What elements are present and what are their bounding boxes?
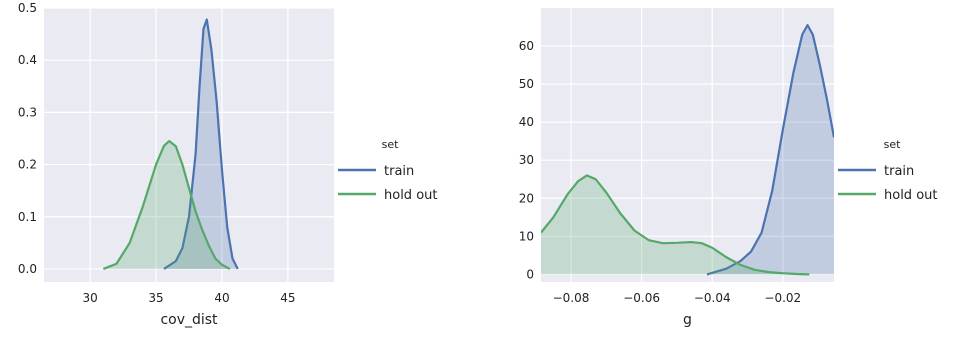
series-fill-hold-out (103, 141, 230, 269)
y-tick-label: 60 (519, 39, 534, 53)
y-tick-label: 20 (519, 191, 534, 205)
y-tick-label: 0 (526, 267, 534, 281)
x-tick-label: −0.04 (694, 291, 731, 305)
legend-entry: hold out (884, 188, 937, 203)
y-tick-label: 10 (519, 229, 534, 243)
y-tick-label: 0.3 (18, 105, 37, 119)
chart-2: −0.08 −0.06 −0.04 −0.02 0 10 20 30 40 50 60 g set tra… (519, 8, 937, 328)
x-tick-label: −0.02 (764, 291, 801, 305)
x-axis-label: g (683, 312, 692, 328)
x-tick-label: 45 (280, 291, 295, 305)
plot-content (541, 24, 834, 276)
plot-content (102, 18, 239, 270)
x-tick-label: 30 (82, 291, 97, 305)
y-tick-label: 0.5 (18, 1, 37, 15)
x-tick-label: −0.06 (623, 291, 660, 305)
plot-area (44, 8, 334, 282)
series-fill-hold-out (541, 175, 810, 275)
y-tick-label: 0.4 (18, 53, 37, 67)
legend: set train hold out (338, 138, 437, 203)
y-tick-label: 0.1 (18, 210, 37, 224)
chart-1: 30 35 40 45 0.0 0.1 0.2 0.3 0.4 0.5 cov_dist set tra… (18, 1, 438, 328)
legend-entry: train (884, 164, 914, 179)
y-tick-label: 50 (519, 77, 534, 91)
y-tick-label: 0.0 (18, 262, 37, 276)
y-tick-label: 0.2 (18, 158, 37, 172)
legend-entry: hold out (384, 188, 437, 203)
series-line-train (163, 18, 239, 270)
series-line-hold-out (541, 174, 810, 276)
y-tick-label: 40 (519, 115, 534, 129)
series-fill-train (163, 19, 238, 269)
legend-title: set (884, 138, 901, 151)
x-tick-label: −0.08 (553, 291, 590, 305)
series-fill-train (706, 25, 834, 275)
legend: set train hold out (838, 138, 937, 203)
legend-entry: train (384, 164, 414, 179)
y-tick-label: 30 (519, 153, 534, 167)
x-tick-label: 40 (214, 291, 229, 305)
series-line-train (706, 24, 834, 276)
series-line-hold-out (102, 139, 231, 270)
x-tick-label: 35 (148, 291, 163, 305)
legend-title: set (382, 138, 399, 151)
x-axis-label: cov_dist (160, 312, 218, 328)
